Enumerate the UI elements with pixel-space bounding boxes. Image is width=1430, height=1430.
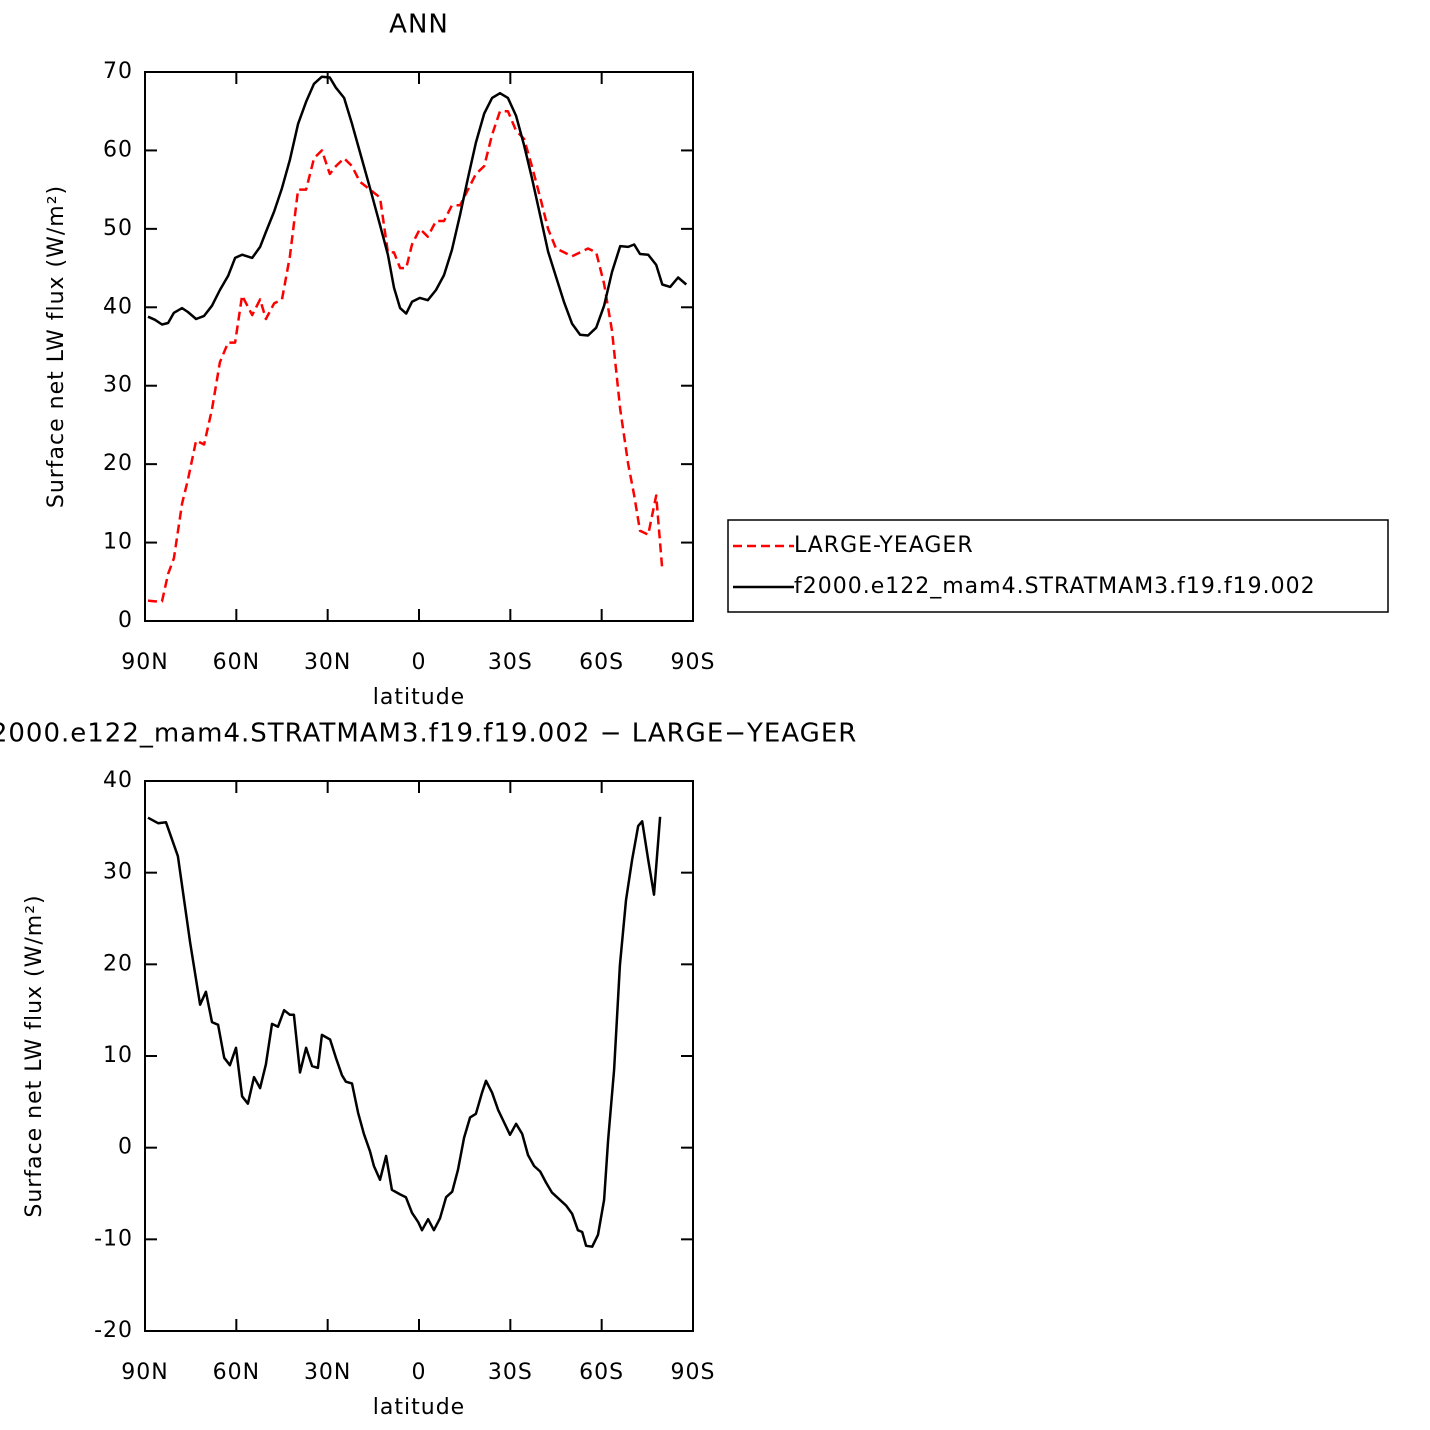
x-tick-label: 60S <box>579 1360 624 1385</box>
y-tick-label: 70 <box>103 59 133 84</box>
y-tick-label: 10 <box>103 530 133 555</box>
x-tick-label: 90N <box>121 650 168 675</box>
x-tick-label: 0 <box>412 1360 427 1385</box>
y-tick-label: 10 <box>103 1043 133 1068</box>
x-tick-label: 30N <box>304 650 351 675</box>
chart-title: ANN <box>389 10 449 40</box>
legend-label: f2000.e122_mam4.STRATMAM3.f19.f19.002 <box>794 574 1316 599</box>
data-line <box>147 75 688 337</box>
y-tick-label: 40 <box>103 768 133 793</box>
x-tick-label: 90S <box>671 650 716 675</box>
x-tick-label: 0 <box>412 650 427 675</box>
y-tick-label: -10 <box>94 1226 133 1251</box>
y-tick-label: 0 <box>118 608 133 633</box>
legend-box <box>727 519 1389 613</box>
plot-frame <box>144 780 694 1332</box>
y-tick-label: 20 <box>103 451 133 476</box>
x-axis-label: latitude <box>373 685 465 710</box>
x-tick-label: 60S <box>579 650 624 675</box>
x-tick-label: 60N <box>213 650 260 675</box>
y-tick-label: -20 <box>94 1318 133 1343</box>
x-tick-label: 30S <box>488 650 533 675</box>
y-axis-label: Surface net LW flux (W/m²) <box>22 894 47 1217</box>
y-tick-label: 30 <box>103 373 133 398</box>
data-line <box>147 816 662 1248</box>
y-axis-label: Surface net LW flux (W/m²) <box>44 185 69 508</box>
y-tick-label: 30 <box>103 860 133 885</box>
y-tick-label: 50 <box>103 216 133 241</box>
y-tick-label: 20 <box>103 951 133 976</box>
legend-label: LARGE-YEAGER <box>794 533 974 558</box>
x-tick-label: 30N <box>304 1360 351 1385</box>
x-tick-label: 90S <box>671 1360 716 1385</box>
chart-title: f2000.e122_mam4.STRATMAM3.f19.f19.002 − … <box>0 719 857 749</box>
x-axis-label: latitude <box>373 1395 465 1420</box>
x-tick-label: 60N <box>213 1360 260 1385</box>
data-line <box>147 109 664 603</box>
y-tick-label: 40 <box>103 294 133 319</box>
y-tick-label: 60 <box>103 137 133 162</box>
y-tick-label: 0 <box>118 1135 133 1160</box>
x-tick-label: 30S <box>488 1360 533 1385</box>
x-tick-label: 90N <box>121 1360 168 1385</box>
